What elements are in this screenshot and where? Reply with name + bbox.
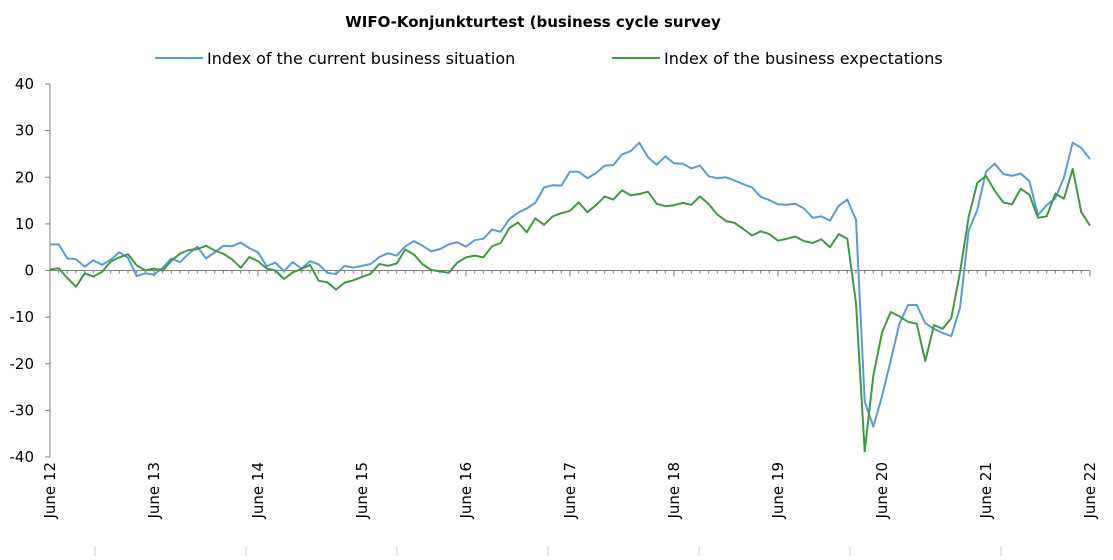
x-axis: June 12 June 13 June 14 June 15 June 16 June …: [41, 271, 1099, 557]
chart-title: WIFO-Konjunkturtest (business cycle surv…: [345, 13, 721, 31]
y-tick-label: 10: [15, 215, 34, 233]
x-tick-label: June 12: [41, 462, 59, 520]
series-line-1: [50, 169, 1090, 452]
series-layer: [50, 143, 1090, 452]
y-tick-label: 0: [24, 262, 34, 280]
y-tick-label: -10: [10, 308, 35, 326]
y-tick-label: 30: [15, 122, 34, 140]
x-tick-label: June 20: [873, 462, 891, 520]
x-tick-label: June 15: [353, 462, 371, 520]
y-tick-label: -20: [10, 355, 35, 373]
x-tick-label: June 22: [1081, 462, 1099, 520]
legend-label-business-expectations: Index of the business expectations: [664, 49, 943, 68]
series-points-0: [50, 143, 1090, 427]
legend-label-current-situation: Index of the current business situation: [207, 49, 515, 68]
series-line-0: [50, 143, 1090, 427]
y-axis: 40 30 20 10 0 -10 -20 -30 -40: [10, 75, 51, 466]
x-tick-label: June 14: [249, 462, 267, 520]
x-tick-label: June 18: [665, 462, 683, 520]
y-tick-label: -40: [10, 448, 35, 466]
x-tick-label: June 21: [977, 462, 995, 520]
legend: Index of the current business situation …: [155, 49, 943, 68]
y-tick-label: 40: [15, 75, 34, 93]
x-tick-label: June 13: [145, 462, 163, 520]
y-tick-label: 20: [15, 168, 34, 186]
x-tick-label: June 19: [769, 462, 787, 520]
x-tick-label: June 16: [457, 462, 475, 520]
y-tick-label: -30: [10, 401, 35, 419]
x-tick-label: June 17: [561, 462, 579, 520]
